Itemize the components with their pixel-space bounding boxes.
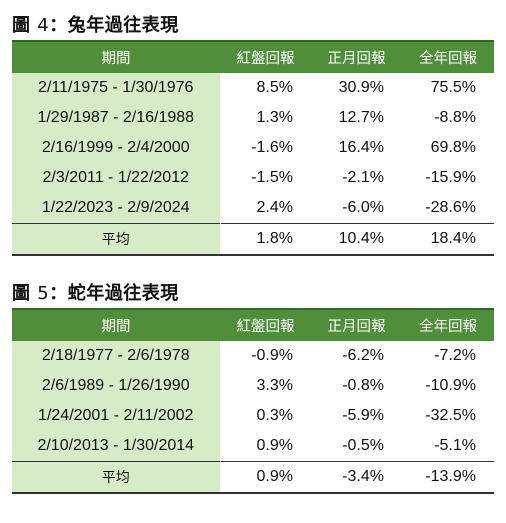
red-return-cell: 0.9%	[256, 437, 293, 454]
period-cell: 1/29/1987 - 2/16/1988	[12, 103, 221, 133]
average-label: 平均	[12, 461, 221, 494]
period-cell: 1/22/2023 - 2/9/2024	[12, 193, 221, 224]
snake-year-table: 期間 紅盤回報 正月回報 全年回報 2/18/1977 - 2/6/1978 -…	[12, 308, 494, 494]
period-cell: 2/11/1975 - 1/30/1976	[12, 73, 221, 103]
figure-title-text: 蛇年過往表現	[67, 283, 179, 304]
average-red-return: 0.9%	[220, 461, 311, 494]
figure-5-title: 圖 5：蛇年過往表現	[12, 280, 494, 308]
month-return-cell: -2.1%	[342, 169, 384, 186]
year-return-cell: -10.9%	[425, 377, 476, 394]
red-return-cell: 2.4%	[256, 199, 293, 216]
figure-5-section: 圖 5：蛇年過往表現 期間 紅盤回報 正月回報 全年回報 2/18/1977 -…	[12, 280, 494, 494]
figure-separator: ：	[49, 283, 68, 304]
year-return-cell: -15.9%	[425, 169, 476, 186]
table-row: 1/29/1987 - 2/16/1988 1.3% 12.7% -8.8%	[12, 103, 494, 133]
month-return-cell: -0.8%	[342, 377, 384, 394]
period-cell: 2/10/2013 - 1/30/2014	[12, 431, 221, 462]
table-row: 2/11/1975 - 1/30/1976 8.5% 30.9% 75.5%	[12, 73, 494, 103]
red-return-cell: -0.9%	[251, 347, 293, 364]
figure-4-title: 圖 4：兔年過往表現	[12, 12, 494, 40]
table-row: 2/18/1977 - 2/6/1978 -0.9% -6.2% -7.2%	[12, 341, 494, 371]
average-month-return: -3.4%	[311, 461, 402, 494]
table-row: 1/22/2023 - 2/9/2024 2.4% -6.0% -28.6%	[12, 193, 494, 224]
average-month-return: 10.4%	[311, 223, 402, 256]
year-return-cell: -32.5%	[425, 407, 476, 424]
table-header-row: 期間 紅盤回報 正月回報 全年回報	[12, 309, 494, 341]
figure-number: 4	[37, 15, 50, 36]
table-row: 1/24/2001 - 2/11/2002 0.3% -5.9% -32.5%	[12, 401, 494, 431]
period-cell: 2/6/1989 - 1/26/1990	[12, 371, 221, 401]
header-red-return: 紅盤回報	[220, 309, 311, 341]
year-return-cell: 69.8%	[430, 139, 476, 156]
month-return-cell: -5.9%	[342, 407, 384, 424]
red-return-cell: 0.3%	[256, 407, 293, 424]
average-row: 平均 0.9% -3.4% -13.9%	[12, 461, 494, 494]
month-return-cell: -6.0%	[342, 199, 384, 216]
header-month-return: 正月回報	[311, 41, 402, 73]
figure-separator: ：	[49, 15, 68, 36]
year-return-cell: -8.8%	[434, 109, 476, 126]
period-cell: 1/24/2001 - 2/11/2002	[12, 401, 221, 431]
table-row: 2/10/2013 - 1/30/2014 0.9% -0.5% -5.1%	[12, 431, 494, 462]
header-year-return: 全年回報	[402, 309, 494, 341]
table-header-row: 期間 紅盤回報 正月回報 全年回報	[12, 41, 494, 73]
header-red-return: 紅盤回報	[220, 41, 311, 73]
year-return-cell: 75.5%	[430, 79, 476, 96]
header-period: 期間	[12, 309, 220, 341]
red-return-cell: -1.6%	[251, 139, 293, 156]
average-year-return: -13.9%	[402, 461, 494, 494]
header-month-return: 正月回報	[311, 309, 402, 341]
red-return-cell: 1.3%	[256, 109, 293, 126]
month-return-cell: -6.2%	[342, 347, 384, 364]
figure-title-text: 兔年過往表現	[67, 15, 179, 36]
figure-label: 圖	[12, 15, 31, 36]
period-cell: 2/16/1999 - 2/4/2000	[12, 133, 221, 163]
red-return-cell: 8.5%	[256, 79, 293, 96]
average-row: 平均 1.8% 10.4% 18.4%	[12, 223, 494, 256]
average-red-return: 1.8%	[220, 223, 311, 256]
month-return-cell: 16.4%	[338, 139, 384, 156]
red-return-cell: 3.3%	[256, 377, 293, 394]
month-return-cell: -0.5%	[342, 437, 384, 454]
figure-number: 5	[37, 283, 50, 304]
year-return-cell: -28.6%	[425, 199, 476, 216]
figure-4-section: 圖 4：兔年過往表現 期間 紅盤回報 正月回報 全年回報 2/11/1975 -…	[12, 12, 494, 256]
table-row: 2/6/1989 - 1/26/1990 3.3% -0.8% -10.9%	[12, 371, 494, 401]
red-return-cell: -1.5%	[251, 169, 293, 186]
header-year-return: 全年回報	[402, 41, 494, 73]
rabbit-year-table: 期間 紅盤回報 正月回報 全年回報 2/11/1975 - 1/30/1976 …	[12, 40, 494, 256]
figure-label: 圖	[12, 283, 31, 304]
month-return-cell: 30.9%	[338, 79, 384, 96]
period-cell: 2/3/2011 - 1/22/2012	[12, 163, 221, 193]
table-row: 2/3/2011 - 1/22/2012 -1.5% -2.1% -15.9%	[12, 163, 494, 193]
header-period: 期間	[12, 41, 220, 73]
year-return-cell: -7.2%	[434, 347, 476, 364]
table-row: 2/16/1999 - 2/4/2000 -1.6% 16.4% 69.8%	[12, 133, 494, 163]
period-cell: 2/18/1977 - 2/6/1978	[12, 341, 221, 371]
month-return-cell: 12.7%	[338, 109, 384, 126]
year-return-cell: -5.1%	[434, 437, 476, 454]
average-year-return: 18.4%	[402, 223, 494, 256]
average-label: 平均	[12, 223, 221, 256]
